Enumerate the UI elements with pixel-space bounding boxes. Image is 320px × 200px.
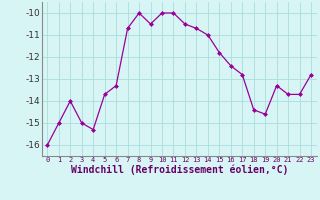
X-axis label: Windchill (Refroidissement éolien,°C): Windchill (Refroidissement éolien,°C) <box>70 165 288 175</box>
